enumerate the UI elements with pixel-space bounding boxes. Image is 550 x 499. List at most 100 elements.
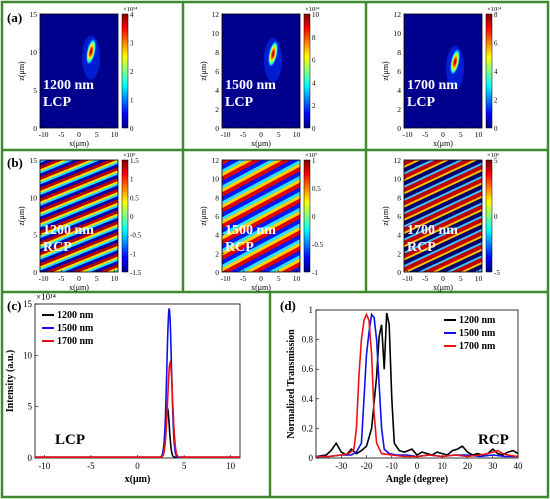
x-tick-label: -5 — [422, 130, 428, 139]
y-tick-label: 8 — [215, 193, 219, 202]
colorbar-tick-label: -0.5 — [312, 241, 324, 249]
colorbar — [485, 13, 493, 129]
x-tick-label: 10 — [111, 274, 119, 283]
colorbar-tick-label: 2 — [312, 102, 316, 110]
x-axis-label: x(μm) — [433, 139, 453, 148]
series-line-1700-nm — [316, 312, 519, 458]
polarization-label: LCP — [407, 95, 435, 110]
panel-label-c: (c) — [7, 298, 21, 313]
colorbar-tick-label: 1 — [130, 97, 134, 105]
y-axis-label: z(μm) — [199, 206, 208, 226]
colorbar-tick-label: 6 — [312, 57, 316, 65]
colorbar-tick-label: 8 — [312, 34, 316, 42]
colorbar-exponent: ×10⁶ — [487, 152, 499, 159]
x-tick-label: 5 — [277, 130, 281, 139]
y-axis-exponent: ×10¹⁴ — [36, 292, 56, 302]
x-tick-label: 40 — [514, 461, 524, 471]
polarization-label: LCP — [43, 95, 71, 110]
series-line-1700-nm — [35, 360, 240, 458]
x-tick-label: 10 — [293, 274, 301, 283]
x-tick-label: 0 — [441, 130, 445, 139]
y-axis-label: Intensity (a.u.) — [5, 350, 16, 413]
colorbar-tick-label: -5 — [494, 269, 500, 277]
colorbar-tick-label: -1.5 — [130, 269, 142, 277]
panel-label-a: (a) — [7, 10, 22, 25]
y-tick-label: 4 — [397, 231, 401, 240]
legend: 1200 nm 1500 nm 1700 nm — [39, 308, 111, 354]
y-tick-label: 15 — [30, 156, 38, 165]
x-tick-label: 20 — [463, 461, 473, 471]
y-tick-label: 2 — [397, 105, 401, 114]
y-tick-label: 8 — [397, 193, 401, 202]
x-tick-label: 5 — [277, 274, 281, 283]
y-tick-label: 4 — [397, 86, 401, 95]
x-tick-label: -5 — [422, 274, 428, 283]
x-tick-label: -20 — [361, 461, 373, 471]
focal-spot — [449, 48, 461, 76]
colorbar-tick-label: 0 — [312, 213, 316, 221]
colorbar-tick-label: 8 — [494, 11, 498, 19]
colorbar-tick-label: 4 — [494, 68, 498, 76]
field-map — [40, 14, 118, 128]
x-tick-label: 10 — [475, 130, 483, 139]
y-tick-label: 0 — [215, 268, 219, 277]
y-tick-label: 6 — [397, 67, 401, 76]
x-tick-label: 10 — [226, 461, 236, 471]
colorbar-tick-label: 3 — [130, 40, 134, 48]
colorbar-tick-label: 0 — [130, 213, 134, 221]
colorbar — [303, 13, 311, 129]
polarization-label: RCP — [407, 240, 436, 255]
y-tick-label: 10 — [394, 29, 402, 38]
y-tick-label: 0.2 — [302, 423, 313, 433]
x-tick-label: -5 — [240, 130, 246, 139]
colorbar-exponent: ×10¹⁴ — [305, 6, 320, 13]
colorbar-tick-label: 0.5 — [130, 194, 139, 202]
colorbar-tick-label: 1 — [130, 176, 134, 184]
y-tick-label: 4 — [215, 231, 219, 240]
field-map — [222, 160, 300, 272]
legend-entry: 1500 nm — [459, 328, 496, 339]
colorbar-tick-label: -1 — [312, 269, 318, 277]
legend-entry: 1200 nm — [459, 315, 496, 326]
x-tick-label: -5 — [58, 274, 64, 283]
legend-entry: 1700 nm — [57, 336, 94, 347]
y-tick-label: 0 — [215, 124, 219, 133]
y-tick-label: 0 — [397, 268, 401, 277]
wavelength-label: 1200 nm — [43, 223, 94, 238]
colorbar — [121, 13, 129, 129]
y-tick-label: 12 — [394, 10, 402, 19]
x-tick-label: 30 — [488, 461, 498, 471]
x-tick-label: 5 — [459, 274, 463, 283]
colorbar-exponent: ×10⁹ — [123, 152, 136, 159]
y-tick-label: 0 — [397, 124, 401, 133]
x-axis-label: x(μm) — [251, 139, 271, 148]
y-tick-label: 10 — [23, 350, 33, 360]
colorbar — [303, 159, 311, 273]
x-tick-label: -5 — [240, 274, 246, 283]
x-tick-label: 10 — [111, 130, 119, 139]
x-axis-label: Angle (degree) — [386, 474, 448, 485]
legend-box — [39, 308, 111, 354]
x-tick-label: -10 — [221, 274, 231, 283]
colorbar-tick-label: 5 — [494, 157, 498, 165]
y-axis-label: z(μm) — [381, 206, 390, 226]
colorbar-exponent: ×10⁷ — [305, 152, 317, 159]
y-tick-label: 0.4 — [302, 394, 314, 404]
x-tick-label: 0 — [135, 461, 140, 471]
y-tick-label: 10 — [394, 175, 402, 184]
colorbar-tick-label: 0 — [130, 125, 134, 133]
x-tick-label: 10 — [475, 274, 483, 283]
colorbar-tick-label: 2 — [130, 68, 134, 76]
colorbar-tick-label: -1 — [130, 250, 136, 258]
panel-c: (c) ×10¹⁴ -10 -5 0 5 10 0 5 10 15 x(μm) Intensity (a… — [5, 292, 241, 485]
colorbar-tick-label: 6 — [494, 40, 498, 48]
colorbar-tick-label: 4 — [312, 79, 316, 87]
legend-entry: 1500 nm — [57, 323, 94, 334]
y-tick-label: 6 — [215, 212, 219, 221]
y-tick-label: 10 — [30, 48, 38, 57]
